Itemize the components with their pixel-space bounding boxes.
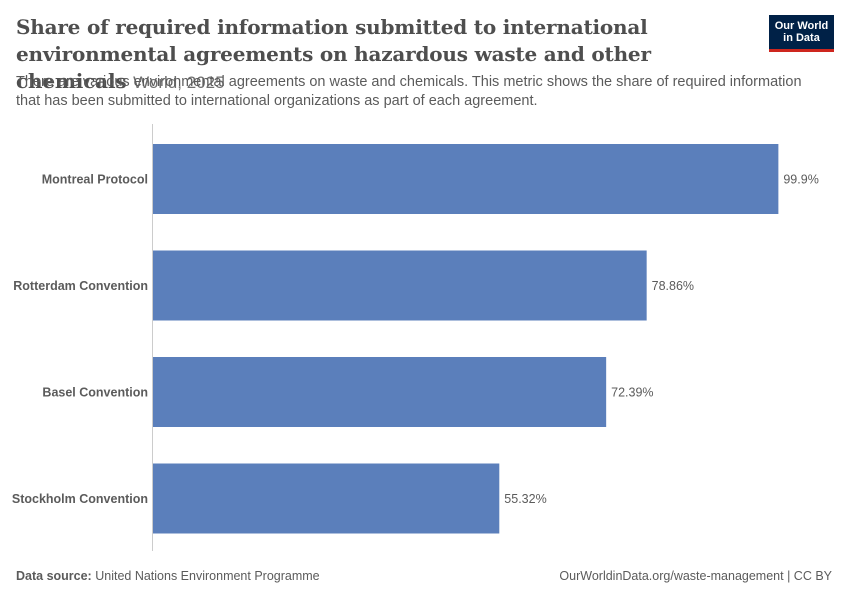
chart-subtitle: There are various environmental agreemen… <box>16 74 802 109</box>
bar-stockholm-convention[interactable] <box>153 463 500 534</box>
chart-context: World, 2025 <box>133 73 225 92</box>
category-label: Montreal Protocol <box>42 173 148 187</box>
category-label: Basel Convention <box>42 386 148 400</box>
data-source: Data source: United Nations Environment … <box>16 569 320 583</box>
category-label: Stockholm Convention <box>12 492 148 506</box>
logo-line-2: in Data <box>783 32 820 44</box>
value-label: 78.86% <box>652 279 694 293</box>
category-label: Rotterdam Convention <box>13 279 148 293</box>
value-label: 55.32% <box>504 492 546 506</box>
value-label: 72.39% <box>611 386 653 400</box>
logo-line-1: Our World <box>774 20 829 32</box>
chart-title: Share of required information submitted … <box>16 14 746 96</box>
chart-title-text: Share of required information submitted … <box>16 15 651 93</box>
value-label: 99.9% <box>783 173 818 187</box>
bar-montreal-protocol[interactable] <box>153 144 779 214</box>
data-source-value[interactable]: United Nations Environment Programme <box>95 569 320 583</box>
owid-logo[interactable]: Our World in Data <box>769 15 834 52</box>
source-url[interactable]: OurWorldinData.org/waste-management | CC… <box>559 569 832 583</box>
bar-basel-convention[interactable] <box>153 357 607 427</box>
data-source-label: Data source: <box>16 569 92 583</box>
bar-rotterdam-convention[interactable] <box>153 250 647 321</box>
